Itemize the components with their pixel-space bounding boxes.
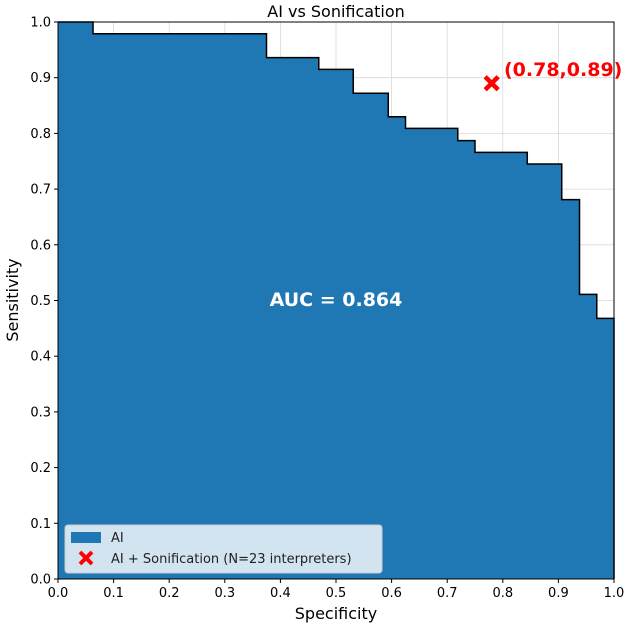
y-tick-label: 0.8 — [30, 127, 51, 142]
y-tick-label: 0.6 — [30, 238, 51, 253]
x-tick-label: 0.8 — [492, 586, 513, 601]
x-tick-label: 0.2 — [159, 586, 180, 601]
y-tick-label: 0.0 — [30, 573, 51, 588]
sonification-point-label: (0.78,0.89) — [504, 59, 622, 81]
y-axis-ticks: 0.0 0.1 0.2 0.3 0.4 0.5 0.6 0.7 0.8 0.9 1.0 — [30, 16, 58, 588]
legend-box — [64, 524, 383, 574]
x-tick-label: 0.7 — [437, 586, 458, 601]
ai-roc-area — [58, 22, 614, 579]
legend-label-ai: AI — [111, 531, 124, 546]
ai-roc-step-line — [58, 21, 615, 579]
legend: AI AI + Sonification (N=23 interpreters) — [64, 524, 383, 574]
legend-marker-x-icon — [78, 550, 94, 566]
y-tick-label: 0.9 — [30, 71, 51, 86]
x-tick-label: 0.9 — [548, 586, 569, 601]
marker-stroke — [483, 75, 500, 92]
x-tick-label: 0.0 — [48, 586, 69, 601]
legend-marker-stroke — [78, 550, 94, 566]
y-tick-label: 0.3 — [30, 405, 51, 420]
y-tick-label: 1.0 — [30, 16, 51, 31]
y-tick-label: 0.5 — [30, 294, 51, 309]
legend-label-sonification: AI + Sonification (N=23 interpreters) — [111, 552, 352, 567]
sonification-point-marker — [483, 75, 500, 92]
x-tick-label: 1.0 — [604, 586, 625, 601]
chart-title: AI vs Sonification — [267, 2, 405, 21]
x-tick-label: 0.5 — [326, 586, 347, 601]
y-axis-label: Sensitivity — [3, 258, 22, 341]
legend-swatch-ai — [71, 532, 101, 543]
y-tick-label: 0.7 — [30, 183, 51, 198]
x-tick-label: 0.1 — [103, 586, 124, 601]
x-axis-ticks: 0.0 0.1 0.2 0.3 0.4 0.5 0.6 0.7 0.8 0.9 1.0 — [48, 579, 625, 601]
y-tick-label: 0.2 — [30, 461, 51, 476]
x-tick-label: 0.6 — [381, 586, 402, 601]
x-axis-label: Specificity — [295, 604, 377, 623]
y-tick-label: 0.1 — [30, 517, 51, 532]
auc-annotation: AUC = 0.864 — [270, 289, 403, 311]
x-tick-label: 0.4 — [270, 586, 291, 601]
x-tick-label: 0.3 — [214, 586, 235, 601]
y-tick-label: 0.4 — [30, 350, 51, 365]
